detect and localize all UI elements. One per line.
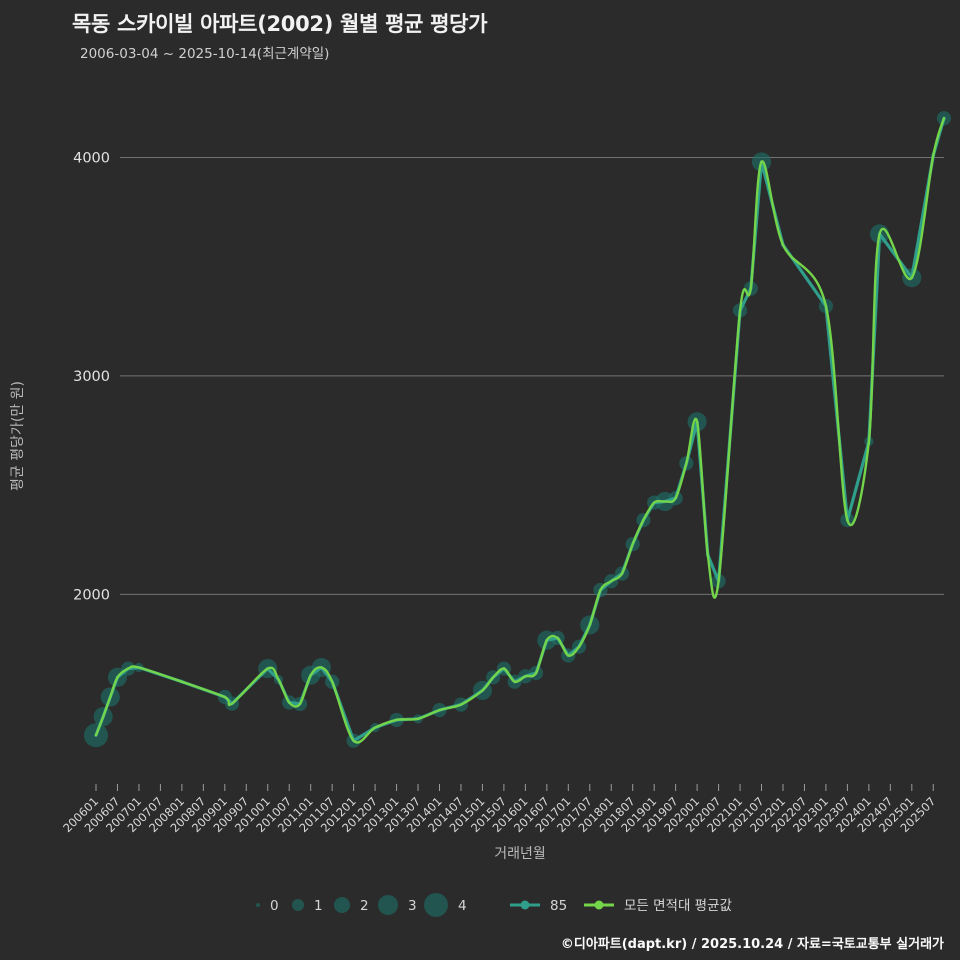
footer-credit: ©디아파트(dapt.kr) / 2025.10.24 / 자료=국토교통부 실… [560, 937, 944, 952]
axis-labels-group: 거래년월 평균 평당가(만 원) [10, 381, 546, 862]
x-axis-ticks: 2006012006072007012007072008012008072009… [60, 784, 938, 835]
legend-size-marker-4 [424, 893, 448, 917]
legend-size-label-3: 3 [408, 898, 417, 914]
x-axis-title: 거래년월 [494, 846, 546, 862]
legend-size-label-1: 1 [314, 898, 323, 914]
series-lines-group [94, 116, 946, 744]
legend-size-marker-0 [256, 903, 260, 907]
legend-group: 0 1 2 3 4 85 모든 면적대 평균값 [256, 893, 732, 917]
legend-series-label-1: 모든 면적대 평균값 [624, 898, 732, 914]
y-axis-ticks: 2000 3000 4000 [73, 151, 110, 604]
legend-size-marker-1 [292, 899, 304, 911]
page-title: 목동 스카이빌 아파트(2002) 월별 평균 평당가 [72, 12, 488, 36]
y-tick-label-4000: 4000 [73, 151, 110, 167]
chart-subtitle: 2006-03-04 ~ 2025-10-14(최근계약일) [80, 46, 330, 62]
line-series-average [94, 117, 946, 744]
legend-series-dot-1 [594, 900, 604, 910]
legend-size-label-4: 4 [458, 898, 467, 914]
legend-size-marker-2 [334, 897, 350, 913]
y-tick-label-2000: 2000 [73, 587, 110, 603]
y-tick-label-3000: 3000 [73, 369, 110, 385]
legend-size-label-2: 2 [360, 898, 369, 914]
bubble-markers-group [84, 111, 952, 748]
legend-size-label-0: 0 [270, 898, 279, 914]
legend-size-marker-3 [378, 895, 398, 915]
gridlines-group [120, 157, 944, 595]
legend-series-label-0: 85 [550, 898, 567, 914]
y-axis-title: 평균 평당가(만 원) [10, 381, 26, 491]
line-series-85 [94, 116, 946, 743]
legend-series-dot-0 [520, 900, 530, 910]
